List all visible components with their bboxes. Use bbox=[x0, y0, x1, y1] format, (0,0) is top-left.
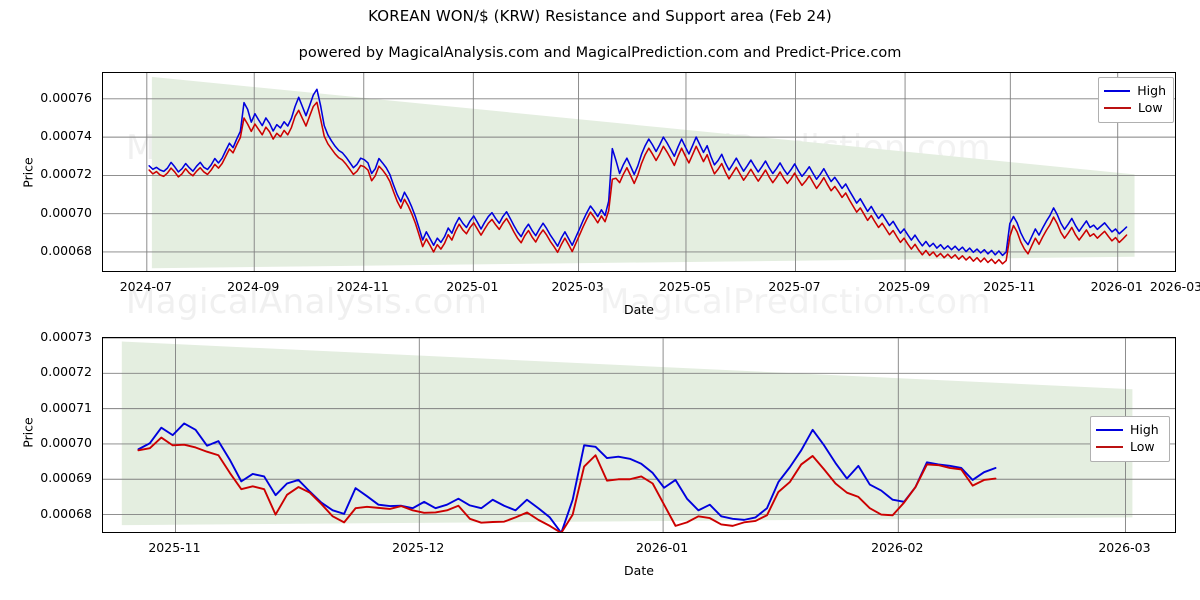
legend-line-high bbox=[1096, 428, 1123, 431]
y-tick-label: 0.00072 bbox=[40, 166, 92, 182]
x-tick-label: 2026-03 bbox=[1098, 540, 1151, 555]
support-resistance-band bbox=[151, 76, 1135, 269]
upper-chart-panel: MagicalAnalysis.com MagicalPrediction.co… bbox=[21, 72, 1200, 322]
y-tick-label: 0.00069 bbox=[40, 470, 92, 486]
legend-line-high bbox=[1104, 89, 1131, 92]
support-resistance-band bbox=[121, 341, 1133, 526]
series-line-low bbox=[137, 436, 997, 532]
x-tick-label: 2026-01 bbox=[1090, 279, 1143, 294]
y-tick-label: 0.00072 bbox=[40, 364, 92, 380]
x-tick-label: 2025-11 bbox=[983, 279, 1036, 294]
x-tick-label: 2024-11 bbox=[336, 279, 389, 294]
y-tick-label: 0.00070 bbox=[40, 204, 92, 220]
page-title: KOREAN WON/$ (KRW) Resistance and Suppor… bbox=[368, 7, 832, 25]
upper-legend[interactable]: High Low bbox=[1098, 77, 1174, 123]
x-tick-label: 2024-07 bbox=[119, 279, 172, 294]
y-tick-label: 0.00068 bbox=[40, 242, 92, 258]
lower-x-axis-label: Date bbox=[624, 563, 654, 578]
x-tick-label: 2025-12 bbox=[392, 540, 445, 555]
x-tick-label: 2025-05 bbox=[658, 279, 712, 294]
legend-label-low: Low bbox=[1130, 439, 1155, 454]
legend-item-high[interactable]: High bbox=[1104, 82, 1166, 99]
legend-label-low: Low bbox=[1138, 100, 1163, 115]
x-tick-label: 2024-09 bbox=[227, 279, 280, 294]
y-tick-label: 0.00074 bbox=[40, 128, 92, 144]
lower-chart-panel: MagicalAnalysis.com MagicalPrediction.co… bbox=[0, 320, 1200, 600]
lower-plot-svg bbox=[103, 338, 1175, 532]
x-tick-label: 2025-01 bbox=[446, 279, 499, 294]
x-tick-label: 2025-07 bbox=[768, 279, 821, 294]
y-tick-label: 0.00071 bbox=[40, 399, 92, 415]
series-line-low bbox=[148, 101, 1128, 265]
x-tick-label: 2025-11 bbox=[148, 540, 201, 555]
y-tick-label: 0.00073 bbox=[40, 329, 92, 344]
y-tick-label: 0.00070 bbox=[40, 434, 92, 450]
series-line-high bbox=[137, 422, 997, 532]
legend-item-low[interactable]: Low bbox=[1104, 99, 1166, 116]
upper-x-axis-label: Date bbox=[624, 302, 654, 317]
legend-item-high[interactable]: High bbox=[1096, 421, 1162, 438]
upper-plot-svg bbox=[103, 73, 1175, 271]
lower-legend[interactable]: High Low bbox=[1090, 416, 1170, 462]
legend-item-low[interactable]: Low bbox=[1096, 438, 1162, 455]
legend-line-low bbox=[1096, 445, 1123, 448]
upper-plot-area bbox=[102, 72, 1176, 272]
page-subtitle: powered by MagicalAnalysis.com and Magic… bbox=[298, 45, 902, 61]
x-tick-label: 2025-09 bbox=[877, 279, 931, 294]
legend-line-low bbox=[1104, 106, 1131, 109]
lower-plot-area bbox=[102, 337, 1176, 533]
x-tick-label: 2025-03 bbox=[551, 279, 604, 294]
y-tick-label: 0.00068 bbox=[40, 505, 92, 521]
x-tick-label: 2026-03 bbox=[1149, 279, 1200, 294]
legend-label-high: High bbox=[1137, 83, 1166, 98]
y-tick-label: 0.00076 bbox=[40, 89, 92, 105]
series-line-high bbox=[148, 88, 1128, 257]
x-tick-label: 2026-02 bbox=[871, 540, 924, 555]
legend-label-high: High bbox=[1130, 422, 1159, 437]
x-tick-label: 2026-01 bbox=[635, 540, 689, 555]
